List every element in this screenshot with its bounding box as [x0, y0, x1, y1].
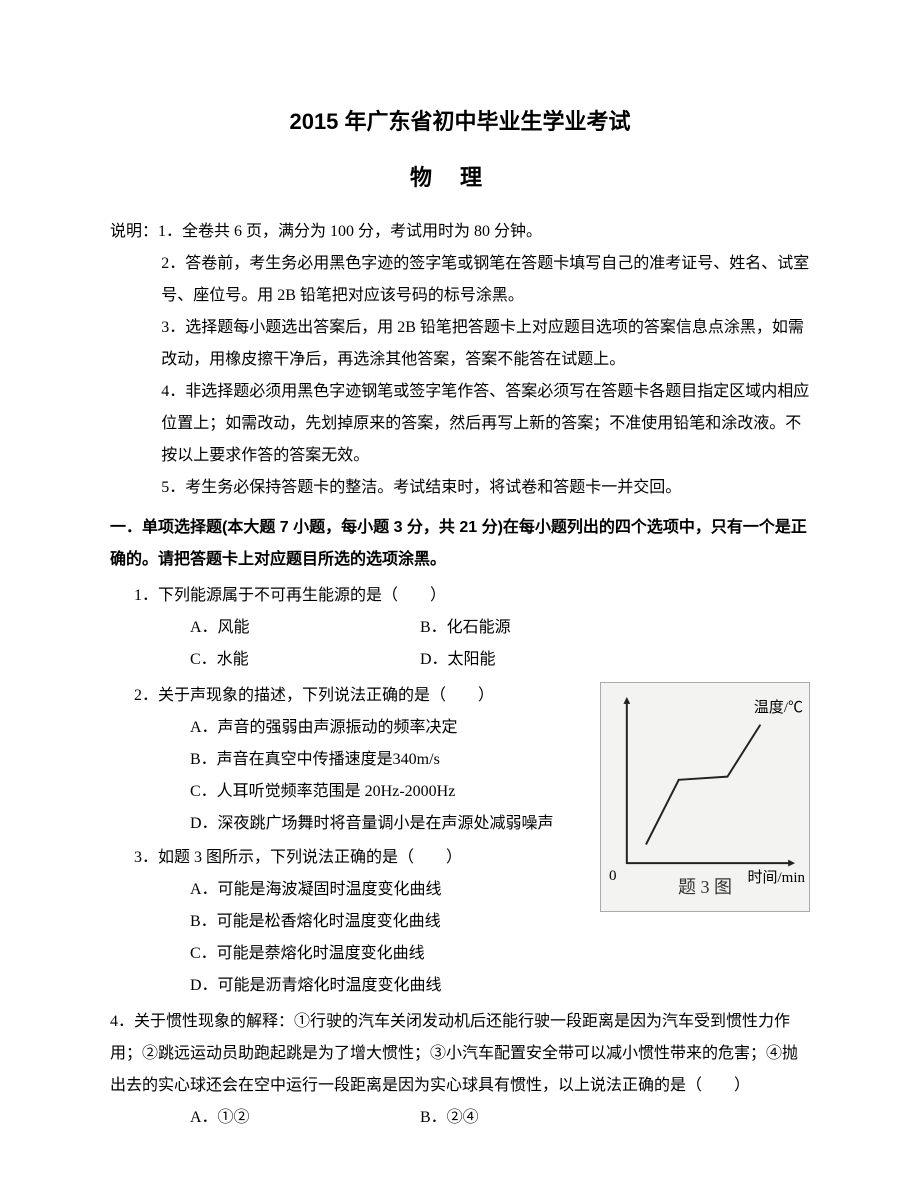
instructions-block: 说明：1．全卷共 6 页，满分为 100 分，考试用时为 80 分钟。 2．答卷…	[110, 216, 810, 504]
option-a: A．风能	[190, 612, 420, 644]
option-a: A．①②	[190, 1102, 420, 1134]
question-stem: 4．关于惯性现象的解释：①行驶的汽车关闭发动机后还能行驶一段距离是因为汽车受到惯…	[110, 1006, 810, 1102]
option-c: C．水能	[190, 644, 420, 676]
option-b: B．②④	[420, 1102, 479, 1134]
chart-area: 温度/℃ 时间/min 0	[619, 697, 795, 871]
exam-subject: 物理	[110, 156, 810, 200]
question-stem: 3．如题 3 图所示，下列说法正确的是（ ）	[110, 842, 592, 874]
figure-q3: 温度/℃ 时间/min 0 题 3 图	[600, 682, 810, 912]
option-b: B．声音在真空中传播速度是340m/s	[110, 744, 592, 776]
question-stem: 1．下列能源属于不可再生能源的是（ ）	[110, 580, 810, 612]
instruction-item: 2．答卷前，考生务必用黑色字迹的签字笔或钢笔在答题卡填写自己的准考证号、姓名、试…	[110, 248, 810, 312]
option-d: D．太阳能	[420, 644, 496, 676]
instruction-text: 1．全卷共 6 页，满分为 100 分，考试用时为 80 分钟。	[158, 223, 542, 240]
question-3: 3．如题 3 图所示，下列说法正确的是（ ） A．可能是海波凝固时温度变化曲线 …	[110, 842, 592, 1002]
option-a: A．声音的强弱由声源振动的频率决定	[110, 712, 592, 744]
option-b: B．可能是松香熔化时温度变化曲线	[110, 906, 592, 938]
option-d: D．深夜跳广场舞时将音量调小是在声源处减弱噪声	[110, 808, 592, 840]
section-heading: 一．单项选择题(本大题 7 小题，每小题 3 分，共 21 分)在每小题列出的四…	[110, 512, 810, 576]
y-axis-label: 温度/℃	[754, 693, 803, 723]
figure-caption: 题 3 图	[601, 869, 809, 905]
option-d: D．可能是沥青熔化时温度变化曲线	[110, 970, 592, 1002]
question-2: 2．关于声现象的描述，下列说法正确的是（ ） A．声音的强弱由声源振动的频率决定…	[110, 680, 592, 840]
question-stem: 2．关于声现象的描述，下列说法正确的是（ ）	[110, 680, 592, 712]
line-chart-svg	[619, 697, 795, 871]
instruction-item: 3．选择题每小题选出答案后，用 2B 铅笔把答题卡上对应题目选项的答案信息点涂黑…	[110, 312, 810, 376]
instruction-item: 说明：1．全卷共 6 页，满分为 100 分，考试用时为 80 分钟。	[110, 216, 810, 248]
option-c: C．人耳听觉频率范围是 20Hz-2000Hz	[110, 776, 592, 808]
option-a: A．可能是海波凝固时温度变化曲线	[110, 874, 592, 906]
option-c: C．可能是萘熔化时温度变化曲线	[110, 938, 592, 970]
question-1: 1．下列能源属于不可再生能源的是（ ） A．风能 B．化石能源 C．水能 D．太…	[110, 580, 810, 676]
instruction-prefix: 说明：	[110, 223, 158, 240]
option-b: B．化石能源	[420, 612, 511, 644]
instruction-item: 5．考生务必保持答题卡的整洁。考试结束时，将试卷和答题卡一并交回。	[110, 472, 810, 504]
exam-title: 2015 年广东省初中毕业生学业考试	[110, 100, 810, 144]
instruction-item: 4．非选择题必须用黑色字迹钢笔或签字笔作答、答案必须写在答题卡各题目指定区域内相…	[110, 376, 810, 472]
question-4: 4．关于惯性现象的解释：①行驶的汽车关闭发动机后还能行驶一段距离是因为汽车受到惯…	[110, 1006, 810, 1134]
